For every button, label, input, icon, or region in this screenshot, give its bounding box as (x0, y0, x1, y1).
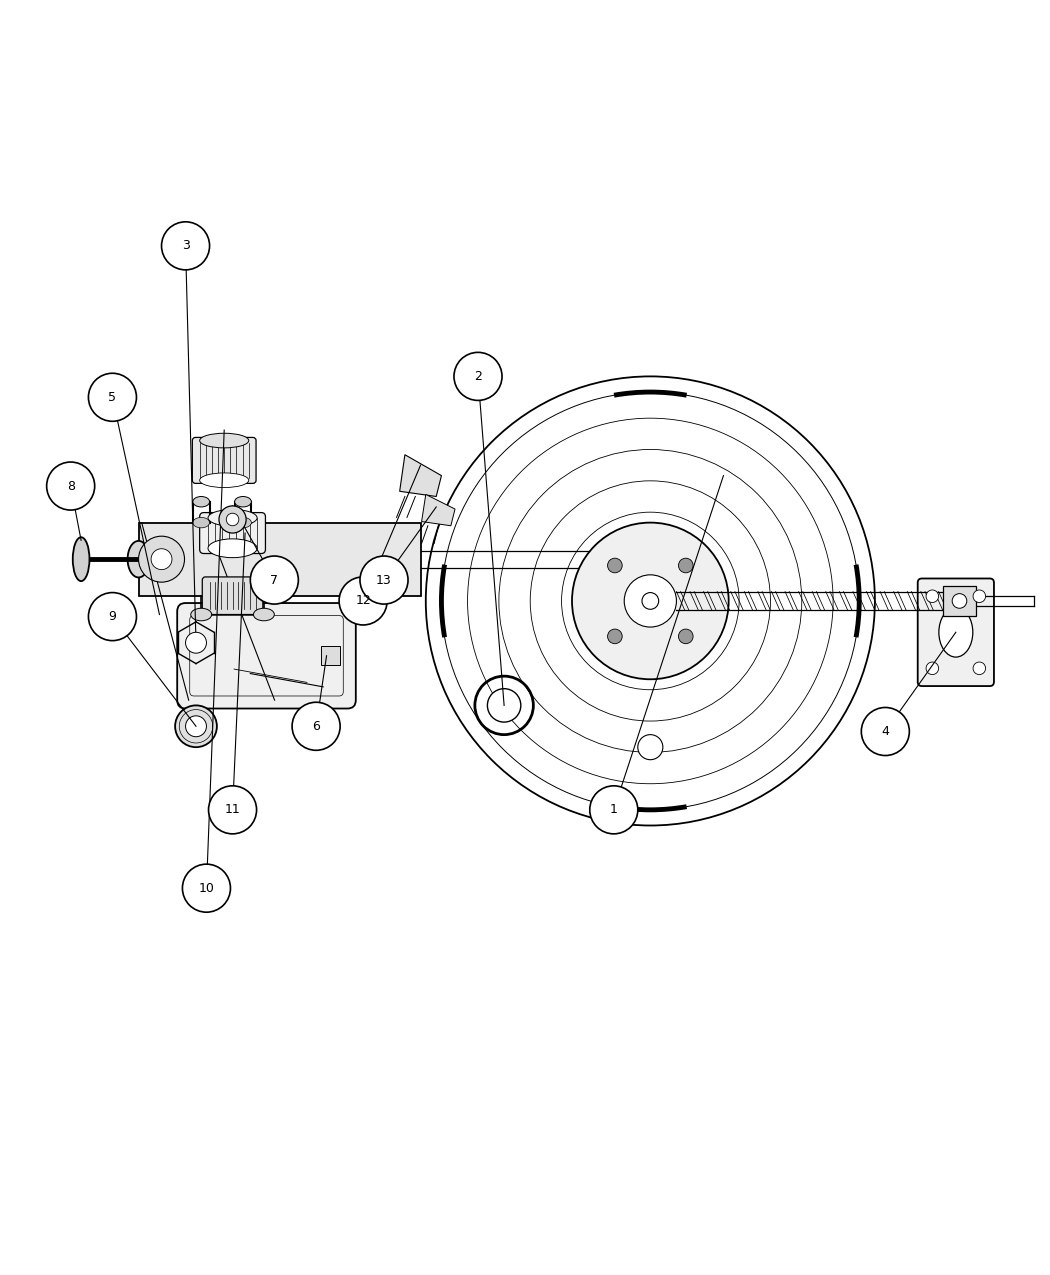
Circle shape (186, 632, 207, 653)
Ellipse shape (200, 473, 249, 487)
Circle shape (162, 222, 210, 270)
Text: 5: 5 (108, 390, 117, 404)
Ellipse shape (193, 518, 210, 528)
FancyBboxPatch shape (200, 513, 266, 553)
Text: 6: 6 (312, 720, 320, 733)
Ellipse shape (128, 541, 149, 578)
Ellipse shape (234, 496, 251, 507)
Circle shape (139, 537, 185, 583)
Bar (943, 586, 976, 616)
Text: 13: 13 (376, 574, 392, 586)
Circle shape (46, 462, 94, 510)
Text: 4: 4 (881, 725, 889, 738)
Circle shape (973, 590, 986, 603)
Polygon shape (400, 455, 441, 496)
Ellipse shape (253, 608, 274, 621)
Circle shape (175, 705, 217, 747)
Circle shape (973, 662, 986, 674)
Circle shape (487, 688, 521, 722)
Text: 10: 10 (198, 882, 214, 895)
Text: 8: 8 (66, 479, 75, 492)
Text: 2: 2 (474, 370, 482, 382)
Text: 12: 12 (355, 594, 371, 607)
Circle shape (861, 708, 909, 756)
Circle shape (441, 391, 859, 810)
Ellipse shape (234, 518, 251, 528)
Circle shape (292, 703, 340, 750)
Circle shape (88, 593, 136, 640)
Circle shape (952, 594, 967, 608)
Ellipse shape (72, 537, 89, 581)
Ellipse shape (208, 510, 257, 527)
Circle shape (926, 662, 939, 674)
Circle shape (637, 734, 663, 760)
Circle shape (339, 576, 387, 625)
Circle shape (624, 575, 676, 627)
Text: 11: 11 (225, 803, 240, 816)
Circle shape (678, 629, 693, 644)
Circle shape (209, 785, 256, 834)
Circle shape (250, 556, 298, 604)
Bar (139, 523, 421, 595)
Polygon shape (422, 495, 455, 525)
Circle shape (608, 558, 623, 572)
Ellipse shape (939, 607, 972, 657)
FancyBboxPatch shape (177, 603, 356, 709)
Circle shape (590, 785, 637, 834)
Bar (321, 646, 340, 666)
Text: 9: 9 (108, 611, 117, 623)
Circle shape (219, 506, 246, 533)
Circle shape (608, 629, 623, 644)
Text: 3: 3 (182, 240, 189, 252)
FancyBboxPatch shape (192, 437, 256, 483)
FancyBboxPatch shape (203, 576, 262, 615)
Circle shape (926, 590, 939, 603)
Circle shape (642, 593, 658, 609)
Circle shape (88, 374, 136, 421)
Circle shape (151, 548, 172, 570)
FancyBboxPatch shape (918, 579, 994, 686)
Ellipse shape (208, 539, 257, 557)
Circle shape (183, 864, 230, 912)
Ellipse shape (191, 608, 212, 621)
Text: 7: 7 (270, 574, 278, 586)
Circle shape (454, 352, 502, 400)
Circle shape (426, 376, 875, 825)
Circle shape (572, 523, 729, 680)
Ellipse shape (193, 496, 210, 507)
Circle shape (678, 558, 693, 572)
Ellipse shape (200, 434, 249, 448)
Circle shape (227, 514, 238, 525)
Circle shape (360, 556, 408, 604)
Text: 1: 1 (610, 803, 617, 816)
Circle shape (186, 715, 207, 737)
